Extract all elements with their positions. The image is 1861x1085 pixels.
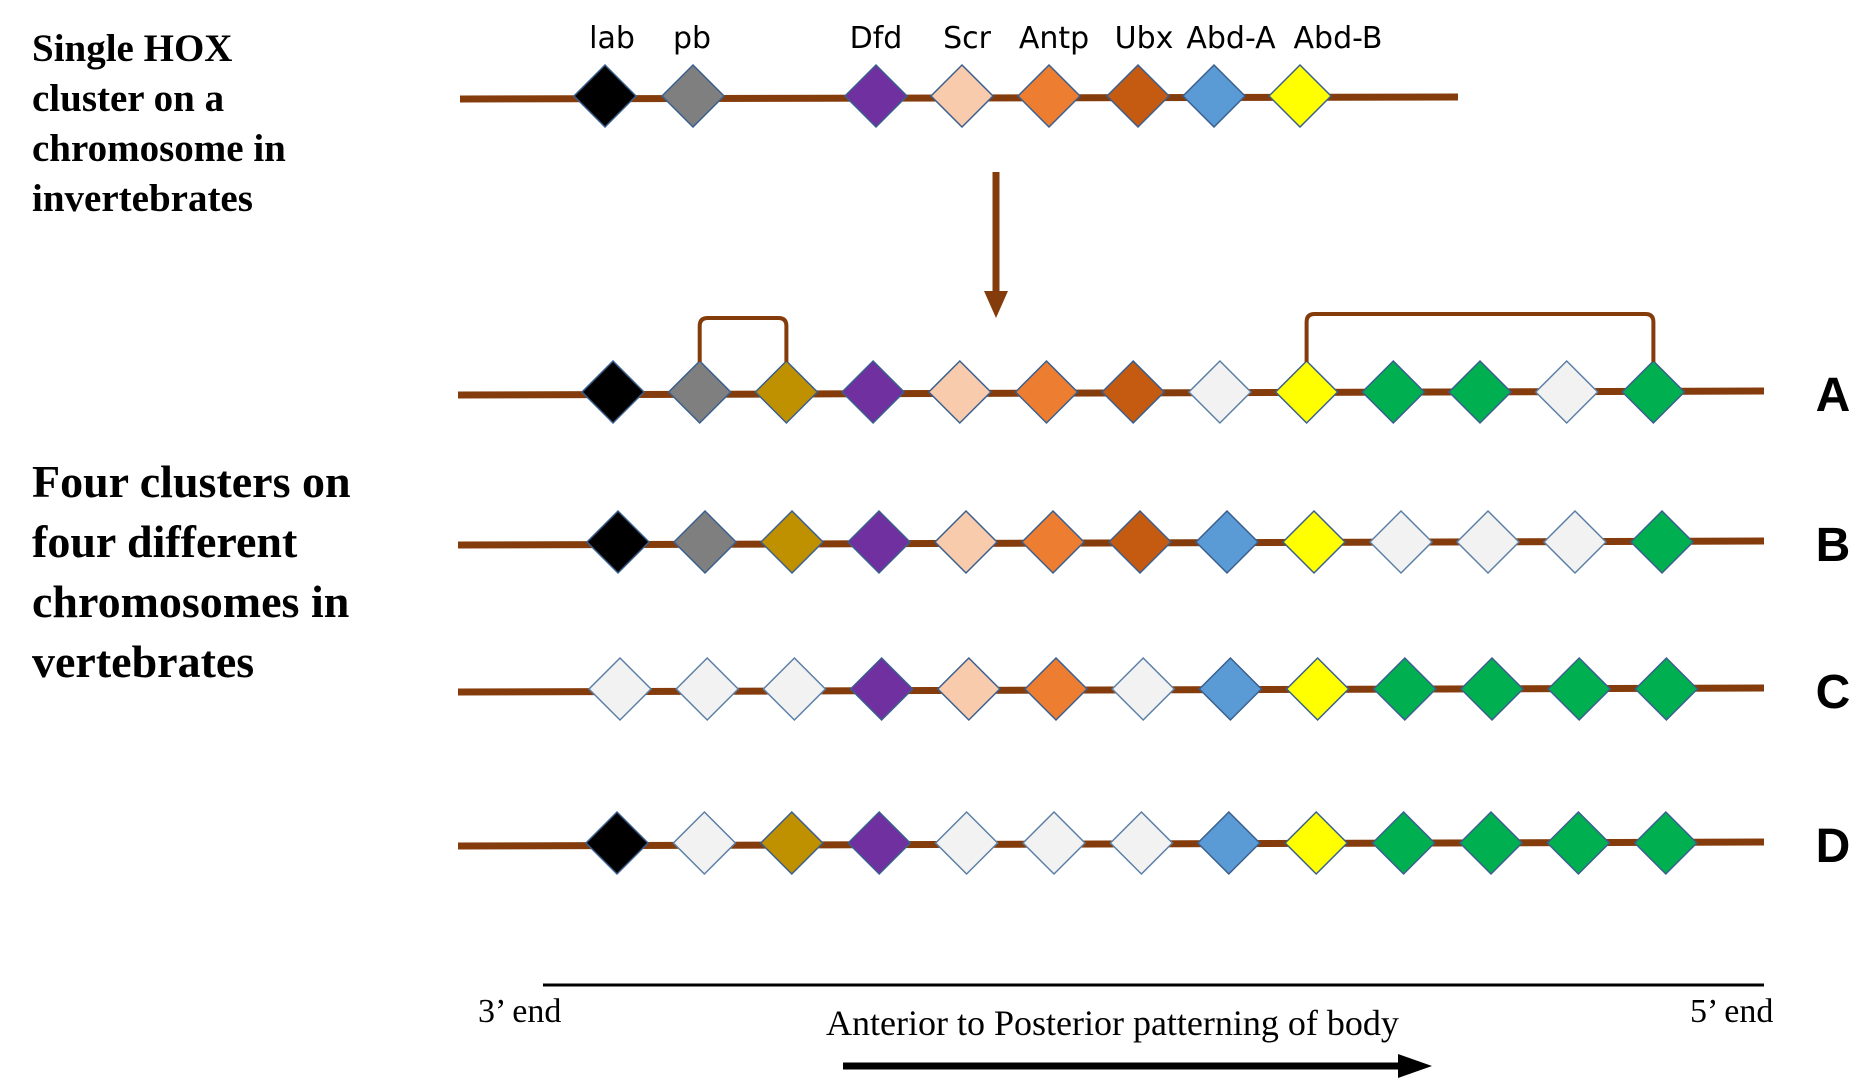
bracket-abd-b-expansion (1304, 312, 1656, 362)
cluster-d-gene-2 (672, 810, 737, 876)
gene-name-abd-b: Abd-B (1294, 21, 1383, 56)
cluster-c-gene-13 (1634, 656, 1699, 722)
gene-name-abd-a: Abd-A (1186, 21, 1276, 56)
cluster-a-gene-4 (841, 359, 906, 425)
invertebrate-gene-8 (1267, 63, 1333, 129)
cluster-b-gene-9 (1281, 509, 1347, 575)
cluster-b-gene-2 (672, 509, 738, 575)
cluster-d-gene-3 (759, 810, 824, 876)
cluster-c-gene-12 (1547, 656, 1612, 722)
cluster-c-gene-11 (1459, 656, 1525, 722)
cluster-d-gene-4 (847, 810, 912, 876)
invertebrate-gene-5 (1016, 63, 1082, 129)
cluster-b-gene-11 (1455, 509, 1521, 575)
invertebrate-gene-3 (843, 63, 909, 129)
invertebrate-gene-7 (1181, 63, 1247, 129)
invertebrate-gene-6 (1105, 63, 1171, 129)
cluster-a-gene-11 (1447, 359, 1513, 425)
cluster-d-gene-8 (1196, 810, 1261, 876)
gene-name-pb: pb (673, 21, 711, 56)
cluster-b-gene-7 (1107, 509, 1173, 575)
cluster-c-gene-3 (762, 656, 827, 722)
five-prime-label: 5’ end (1690, 993, 1774, 1030)
cluster-label-d: D (1816, 820, 1851, 873)
gene-name-antp: Antp (1019, 21, 1089, 56)
cluster-d-gene-6 (1021, 810, 1087, 876)
gene-name-dfd: Dfd (850, 21, 903, 56)
cluster-a-gene-9 (1274, 359, 1339, 425)
cluster-c-gene-4 (849, 656, 914, 722)
cluster-label-b: B (1816, 519, 1851, 572)
cluster-c-gene-7 (1111, 656, 1176, 722)
vertebrate-label: Four clusters on four different chromoso… (32, 456, 351, 687)
cluster-b-gene-13 (1629, 509, 1695, 575)
cluster-a-gene-3 (754, 359, 819, 425)
cluster-b-gene-12 (1542, 509, 1608, 575)
cluster-a-gene-12 (1534, 359, 1599, 425)
cluster-c-gene-5 (936, 656, 1001, 722)
cluster-label-a: A (1816, 369, 1851, 422)
cluster-d-gene-9 (1284, 810, 1349, 876)
cluster-c-gene-6 (1023, 656, 1089, 722)
invertebrate-gene-2 (660, 63, 726, 129)
cluster-b-gene-5 (933, 509, 999, 575)
cluster-a-gene-1 (580, 359, 646, 425)
cluster-c-chromosome-line (457, 684, 1765, 696)
cluster-d-gene-10 (1371, 810, 1436, 876)
gene-name-lab: lab (589, 21, 635, 56)
cluster-c-gene-2 (675, 656, 740, 722)
cluster-b-gene-3 (759, 509, 825, 575)
gene-name-ubx: Ubx (1115, 21, 1174, 56)
cluster-a-gene-6 (1014, 359, 1079, 425)
cluster-a-gene-7 (1101, 359, 1166, 425)
cluster-d-gene-11 (1458, 810, 1524, 876)
cluster-a-gene-13 (1621, 359, 1686, 425)
cluster-a-gene-2 (667, 359, 732, 425)
bracket-pb-duplication (697, 316, 789, 362)
direction-arrow-head (1398, 1054, 1432, 1078)
axis-label: Anterior to Posterior patterning of body (826, 1003, 1399, 1043)
cluster-b-gene-10 (1368, 509, 1434, 575)
cluster-a-gene-5 (927, 359, 992, 425)
cluster-d-gene-5 (934, 810, 999, 876)
cluster-d-gene-12 (1546, 810, 1611, 876)
cluster-d-gene-7 (1109, 810, 1174, 876)
cluster-c-gene-1 (587, 656, 653, 722)
cluster-d-gene-13 (1633, 810, 1698, 876)
cluster-label-c: C (1816, 666, 1851, 719)
three-prime-label: 3’ end (478, 993, 562, 1030)
cluster-c-gene-10 (1372, 656, 1437, 722)
cluster-b-gene-4 (846, 509, 912, 575)
cluster-b-gene-1 (585, 509, 651, 575)
cluster-b-gene-6 (1020, 509, 1086, 575)
cluster-d-gene-1 (584, 810, 650, 876)
invertebrate-gene-1 (572, 63, 638, 129)
duplication-arrow-head (984, 291, 1008, 318)
gene-name-scr: Scr (943, 21, 992, 56)
invertebrate-label: Single HOX cluster on a chromosome in in… (32, 27, 286, 220)
cluster-a-gene-10 (1361, 359, 1426, 425)
cluster-c-gene-9 (1285, 656, 1350, 722)
cluster-c-gene-8 (1198, 656, 1263, 722)
cluster-b-gene-8 (1194, 509, 1260, 575)
invertebrate-gene-4 (929, 63, 995, 129)
cluster-a-gene-8 (1187, 359, 1252, 425)
